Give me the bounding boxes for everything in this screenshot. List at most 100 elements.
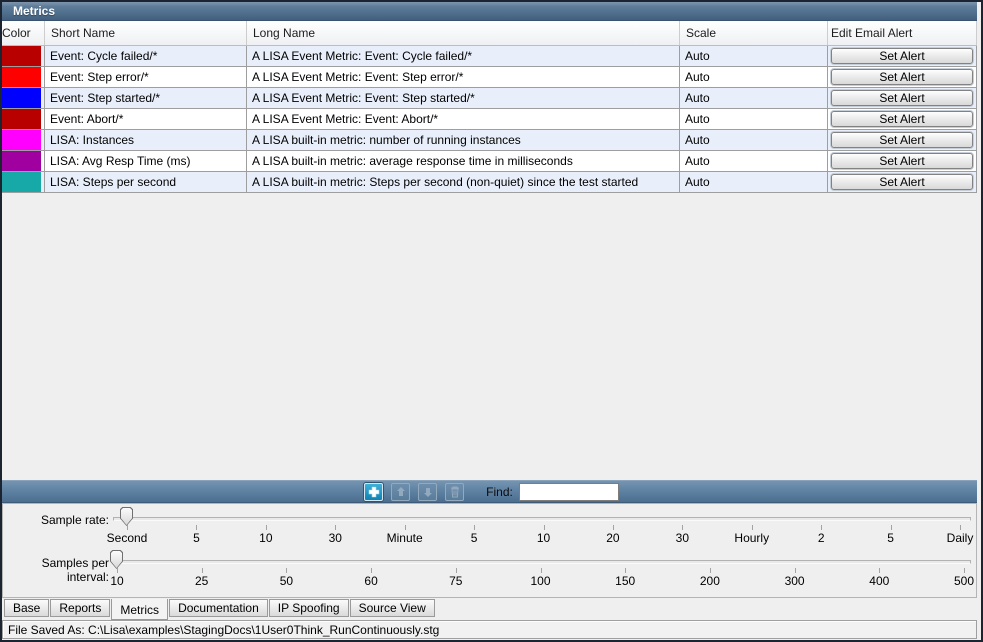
metric-color-swatch[interactable]	[2, 130, 41, 150]
metric-scale: Auto	[680, 67, 828, 87]
move-up-button[interactable]	[391, 482, 411, 501]
samples-per-interval-tick-label: 150	[615, 574, 636, 588]
metric-color-swatch[interactable]	[2, 46, 41, 66]
metric-long-name: A LISA built-in metric: Steps per second…	[247, 172, 680, 192]
set-alert-button[interactable]: Set Alert	[831, 90, 973, 106]
tab-reports[interactable]: Reports	[50, 599, 111, 617]
samples-per-interval-slider-thumb[interactable]	[110, 550, 123, 569]
table-row[interactable]: LISA: Steps per second A LISA built-in me…	[2, 172, 977, 193]
sample-rate-tick-label: Minute	[386, 531, 423, 545]
table-row[interactable]: LISA: Avg Resp Time (ms) A LISA built-in …	[2, 151, 977, 172]
sampling-panel: Sample rate: Second 5 10 30 Minute 5 10 20 30 Hou…	[2, 503, 977, 598]
tab-documentation[interactable]: Documentation	[169, 599, 268, 617]
set-alert-button[interactable]: Set Alert	[831, 111, 973, 127]
samples-per-interval-tick-label: 25	[195, 574, 209, 588]
sample-rate-slider[interactable]	[113, 517, 971, 521]
samples-per-interval-tickmark	[286, 568, 288, 573]
metric-scale: Auto	[680, 109, 828, 129]
set-alert-button[interactable]: Set Alert	[831, 153, 973, 169]
metric-scale: Auto	[680, 151, 828, 171]
sample-rate-tickmark	[612, 525, 614, 530]
table-row[interactable]: LISA: Instances A LISA built-in metric: n…	[2, 130, 977, 151]
samples-per-interval-slider[interactable]	[113, 560, 971, 564]
sample-rate-tick-label: 30	[675, 531, 690, 545]
sample-rate-tickmark	[890, 525, 892, 530]
delete-metric-button[interactable]	[445, 482, 465, 501]
column-header-color: Color	[2, 21, 45, 45]
sample-rate-tick-label: Hourly	[734, 531, 770, 545]
metric-color-swatch[interactable]	[2, 109, 41, 129]
samples-per-interval-tick-labels: 10 25 50 60 75 100 150 200 300 400 500	[110, 568, 974, 590]
metric-short-name: LISA: Steps per second	[45, 172, 247, 192]
metric-color-swatch[interactable]	[2, 151, 41, 171]
table-row[interactable]: Event: Abort/* A LISA Event Metric: Event…	[2, 109, 977, 130]
sample-rate-tick-labels: Second 5 10 30 Minute 5 10 20 30 Hourly 2 5 Daily	[107, 525, 973, 547]
metric-long-name: A LISA built-in metric: number of runnin…	[247, 130, 680, 150]
samples-per-interval-tickmark	[371, 568, 373, 573]
metric-short-name: Event: Abort/*	[45, 109, 247, 129]
samples-per-interval-tick-label: 60	[364, 574, 378, 588]
metric-color-swatch[interactable]	[2, 172, 41, 192]
bottom-tab-bar: Base Reports Metrics Documentation IP Spoofi…	[2, 598, 977, 620]
samples-per-interval-tick-label: 50	[279, 574, 294, 588]
metric-long-name: A LISA Event Metric: Event: Abort/*	[247, 109, 680, 129]
metric-color-swatch[interactable]	[2, 88, 41, 108]
metric-scale: Auto	[680, 46, 828, 66]
metric-long-name: A LISA Event Metric: Event: Step started…	[247, 88, 680, 108]
metric-scale: Auto	[680, 88, 828, 108]
tab-ip-spoofing[interactable]: IP Spoofing	[268, 599, 349, 617]
metric-color-cell	[2, 151, 45, 171]
table-row[interactable]: Event: Step error/* A LISA Event Metric: …	[2, 67, 977, 88]
samples-per-interval-tick-label: 300	[784, 574, 805, 588]
move-up-icon	[396, 486, 405, 496]
metric-long-name: A LISA built-in metric: average response…	[247, 151, 680, 171]
tab-metrics[interactable]: Metrics	[111, 599, 169, 620]
sample-rate-label: Sample rate:	[40, 513, 109, 527]
table-row[interactable]: Event: Step started/* A LISA Event Metric…	[2, 88, 977, 109]
metric-alert-cell: Set Alert	[828, 46, 977, 66]
samples-per-interval-tickmark	[794, 568, 796, 573]
table-body: Event: Cycle failed/* A LISA Event Metric…	[2, 46, 977, 193]
column-header-scale: Scale	[680, 21, 828, 45]
sample-rate-tickmark	[265, 525, 267, 530]
tab-source-view[interactable]: Source View	[349, 599, 435, 617]
move-down-button[interactable]	[418, 482, 438, 501]
metric-alert-cell: Set Alert	[828, 172, 977, 192]
sample-rate-tickmark	[960, 525, 961, 530]
find-input[interactable]	[518, 482, 619, 501]
metric-short-name: Event: Cycle failed/*	[45, 46, 247, 66]
move-down-icon	[423, 487, 432, 497]
metric-color-cell	[2, 109, 45, 129]
sample-rate-tickmark	[196, 525, 198, 530]
add-metric-button[interactable]	[364, 482, 384, 501]
metric-short-name: Event: Step started/*	[45, 88, 247, 108]
set-alert-button[interactable]: Set Alert	[831, 174, 973, 190]
sample-rate-tick-label: 10	[259, 531, 273, 545]
set-alert-button[interactable]: Set Alert	[831, 48, 973, 64]
status-text: File Saved As: C:\Lisa\examples\StagingD…	[8, 622, 440, 637]
metric-long-name: A LISA Event Metric: Event: Step error/*	[247, 67, 680, 87]
sample-rate-tickmark	[682, 525, 684, 530]
samples-per-interval-label: Samples per interval:	[41, 556, 109, 584]
metric-scale: Auto	[680, 130, 828, 150]
sample-rate-slider-thumb[interactable]	[120, 507, 133, 526]
metric-alert-cell: Set Alert	[828, 109, 977, 129]
metric-color-swatch[interactable]	[2, 67, 41, 87]
set-alert-button[interactable]: Set Alert	[831, 69, 973, 85]
metric-alert-cell: Set Alert	[828, 130, 977, 150]
sample-rate-tick-label: 30	[328, 531, 342, 545]
tab-base[interactable]: Base	[4, 599, 50, 617]
delete-icon	[450, 486, 459, 497]
set-alert-button[interactable]: Set Alert	[831, 132, 973, 148]
sample-rate-tick-label: 5	[193, 531, 200, 545]
samples-per-interval-tick-label: 75	[449, 574, 463, 588]
sample-rate-tickmark	[543, 525, 545, 530]
table-row[interactable]: Event: Cycle failed/* A LISA Event Metric…	[2, 46, 977, 67]
sample-rate-tickmark	[751, 525, 753, 530]
sample-rate-tick-label: 2	[817, 531, 825, 545]
column-header-long: Long Name	[247, 21, 680, 45]
samples-per-interval-tick-label: 500	[953, 574, 975, 588]
panel-title: Metrics	[13, 4, 56, 18]
add-icon	[368, 486, 379, 497]
